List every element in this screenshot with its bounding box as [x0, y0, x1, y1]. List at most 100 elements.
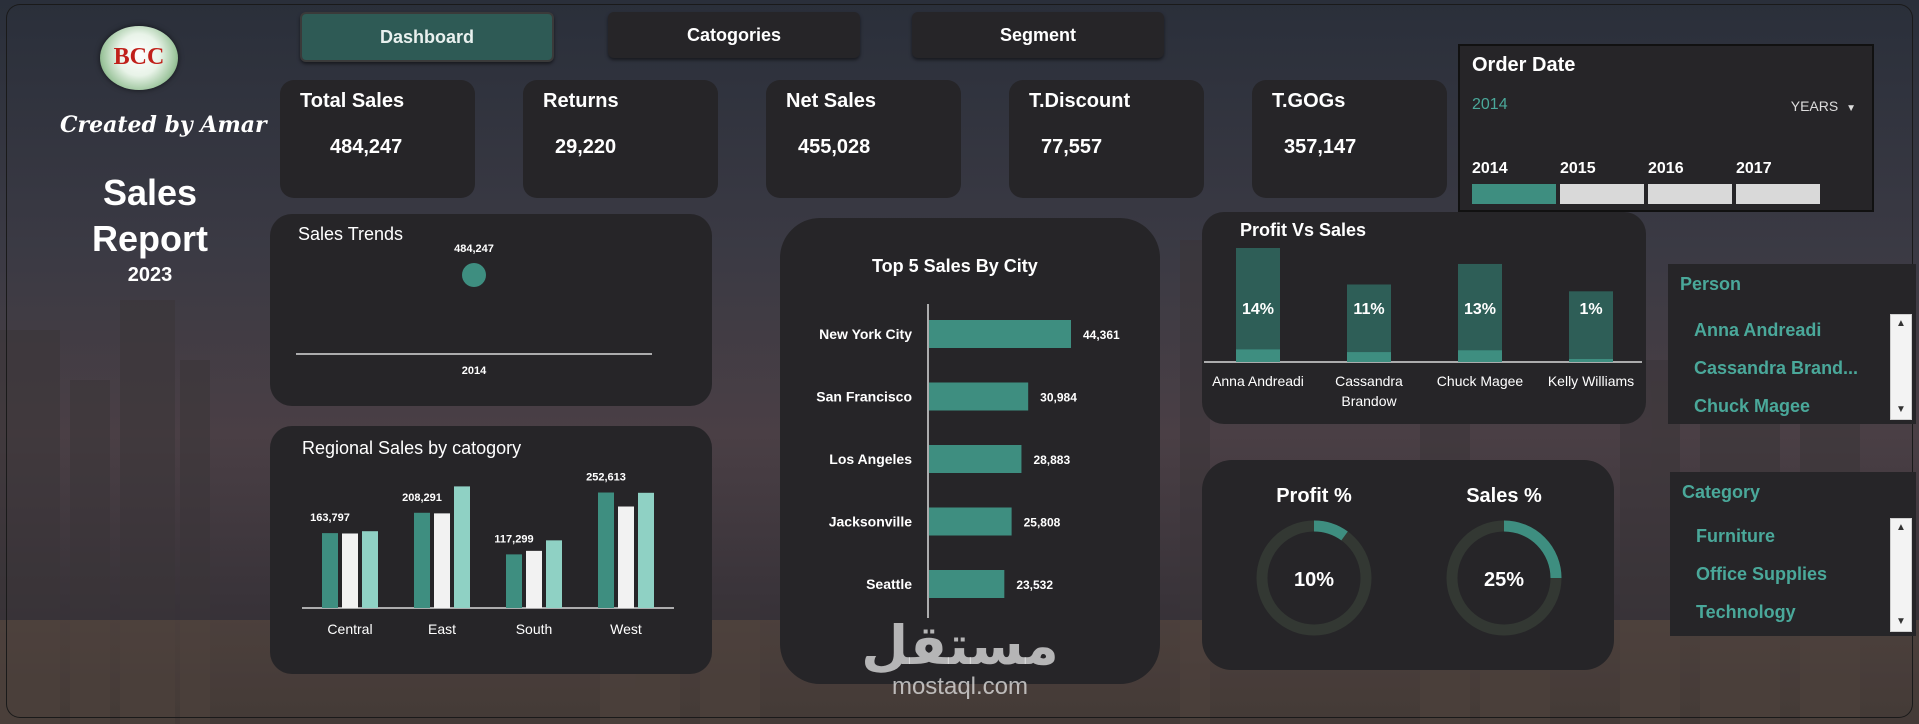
timeline-year-2017[interactable]: 2017 — [1736, 160, 1820, 204]
sales-bar — [1569, 291, 1613, 362]
trend-point — [462, 263, 486, 287]
pvs-x-tick: Kelly Williams — [1548, 373, 1634, 389]
profit-gauge-title: Profit % — [1276, 485, 1352, 507]
city-data-label: 30,984 — [1040, 391, 1077, 405]
person-slicer: Person Anna Andreadi Cassandra Brand... … — [1668, 264, 1916, 424]
timeline-year-2014[interactable]: 2014 — [1472, 160, 1556, 204]
timeline-year-bar — [1560, 184, 1644, 204]
regional-x-tick: West — [610, 621, 642, 637]
person-slicer-item[interactable]: Chuck Magee — [1694, 396, 1811, 416]
person-slicer-title: Person — [1680, 274, 1742, 294]
profit-vs-sales-panel: Profit Vs Sales 14% Anna Andreadi 11% Cassa… — [1202, 212, 1646, 424]
regional-bar — [362, 531, 378, 608]
person-slicer-scrollbar[interactable]: ▲ ▼ — [1890, 314, 1912, 420]
profit-gauge-value: 10% — [1294, 569, 1334, 591]
report-title-line2: Report — [92, 218, 208, 259]
category-slicer: Category Furniture Office Supplies Techn… — [1670, 472, 1916, 636]
top-cities-panel: Top 5 Sales By City New York City 44,361 S… — [780, 218, 1160, 684]
pvs-x-tick: Chuck Magee — [1437, 373, 1524, 389]
gauges-panel: Profit % Sales % 10% 25% — [1202, 460, 1614, 670]
city-data-label: 28,883 — [1033, 453, 1070, 467]
regional-sales-title: Regional Sales by catogory — [302, 438, 522, 458]
trend-x-tick: 2014 — [462, 365, 487, 377]
tab-catogories[interactable]: Catogories — [608, 12, 860, 58]
sales-trends-title: Sales Trends — [298, 224, 404, 244]
city-bar — [929, 320, 1071, 348]
category-slicer-title: Category — [1682, 482, 1761, 502]
timeline-year-bar — [1648, 184, 1732, 204]
kpi-value: 455,028 — [798, 136, 871, 158]
sales-trends-panel: Sales Trends 484,247 2014 — [270, 214, 712, 406]
scroll-down-icon[interactable]: ▼ — [1896, 404, 1906, 415]
kpi-title: Total Sales — [300, 90, 405, 112]
timeline-year-label: 2015 — [1560, 160, 1596, 177]
city-label: New York City — [819, 326, 912, 342]
regional-bar — [598, 492, 614, 608]
regional-data-label: 252,613 — [586, 472, 626, 484]
category-slicer-item[interactable]: Furniture — [1696, 526, 1775, 546]
created-by-text: Created by Amar — [60, 112, 267, 138]
category-slicer-item[interactable]: Office Supplies — [1696, 564, 1828, 584]
profit-bar — [1458, 350, 1502, 362]
report-year: 2023 — [127, 264, 173, 286]
regional-bar — [618, 506, 634, 608]
pvs-x-tick: Cassandra — [1335, 373, 1403, 389]
tab-catogories-label: Catogories — [686, 24, 782, 45]
pvs-x-tick: Brandow — [1341, 393, 1397, 409]
top-cities-chart: New York City 44,361 San Francisco 30,984 Lo… — [816, 304, 1120, 618]
kpi-card-net-sales: Net Sales 455,028 — [766, 80, 961, 198]
city-data-label: 25,808 — [1024, 516, 1061, 530]
scroll-down-icon[interactable]: ▼ — [1896, 616, 1906, 627]
person-slicer-item[interactable]: Cassandra Brand... — [1694, 358, 1859, 378]
regional-bar — [506, 554, 522, 608]
city-label: Jacksonville — [829, 514, 912, 530]
city-bar — [929, 570, 1005, 598]
timeline-year-2016[interactable]: 2016 — [1648, 160, 1732, 204]
order-date-timeline: Order Date 2014 YEARS ▼ 2014 2015 2016 2… — [1458, 44, 1874, 212]
timeline-title: Order Date — [1472, 54, 1576, 76]
tab-dashboard[interactable]: Dashboard — [300, 12, 554, 62]
regional-bar — [526, 550, 542, 608]
brand-block: BCC Created by Amar Sales Report 2023 — [50, 26, 267, 306]
watermark-latin: mostaql.com — [891, 673, 1029, 700]
tab-dashboard-label: Dashboard — [379, 26, 475, 47]
sales-bar — [1347, 284, 1391, 362]
sales-gauge-value: 25% — [1484, 569, 1524, 591]
profit-vs-sales-chart: 14% Anna Andreadi 11% Cassandra Brandow 13% Ch… — [1204, 248, 1642, 409]
profit-bar — [1347, 352, 1391, 362]
sales-bar — [1236, 248, 1280, 362]
category-slicer-scrollbar[interactable]: ▲ ▼ — [1890, 518, 1912, 632]
regional-data-label: 163,797 — [310, 512, 350, 524]
kpi-value: 29,220 — [555, 136, 617, 158]
category-slicer-item[interactable]: Technology — [1696, 602, 1796, 622]
scroll-up-icon[interactable]: ▲ — [1896, 522, 1906, 533]
kpi-value: 77,557 — [1041, 136, 1103, 158]
regional-bar — [322, 533, 338, 608]
watermark: مستقل mostaql.com — [860, 618, 1060, 700]
timeline-selected-range: 2014 — [1472, 96, 1508, 113]
sales-trends-chart: 484,247 2014 — [296, 243, 652, 377]
tab-segment-label: Segment — [999, 24, 1077, 45]
city-label: Seattle — [866, 576, 912, 592]
kpi-value: 484,247 — [330, 136, 403, 158]
top-cities-title: Top 5 Sales By City — [872, 256, 1038, 276]
city-data-label: 23,532 — [1016, 578, 1053, 592]
person-slicer-item[interactable]: Anna Andreadi — [1694, 320, 1822, 340]
timeline-level-selector[interactable]: YEARS ▼ — [1791, 98, 1856, 114]
timeline-year-label: 2014 — [1472, 160, 1508, 177]
city-label: San Francisco — [816, 389, 912, 405]
city-bar — [929, 382, 1029, 411]
kpi-card-cogs: T.GOGs 357,147 — [1252, 80, 1447, 198]
profit-vs-sales-title: Profit Vs Sales — [1240, 220, 1367, 240]
sales-bar — [1458, 263, 1502, 362]
city-bar — [929, 507, 1012, 536]
timeline-year-bar — [1472, 184, 1556, 204]
regional-bar — [342, 533, 358, 608]
tab-segment[interactable]: Segment — [912, 12, 1164, 58]
kpi-title: Net Sales — [786, 90, 877, 112]
timeline-year-2015[interactable]: 2015 — [1560, 160, 1644, 204]
profit-pct-label: 11% — [1353, 301, 1384, 318]
profit-pct-label: 14% — [1242, 301, 1274, 318]
scroll-up-icon[interactable]: ▲ — [1896, 318, 1906, 329]
regional-data-label: 117,299 — [494, 533, 533, 545]
